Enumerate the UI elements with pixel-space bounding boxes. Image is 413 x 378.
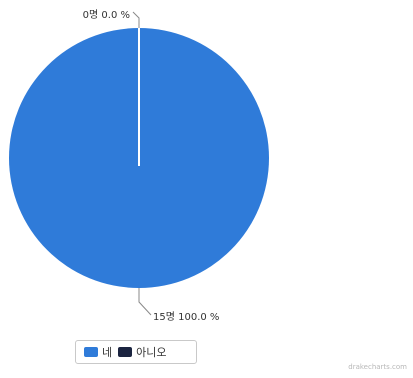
legend-item-no[interactable]: 아니오 — [118, 344, 167, 360]
legend-swatch-no — [118, 347, 133, 357]
leader-line-no — [132, 11, 140, 28]
data-label-no: 0명 0.0 % — [83, 9, 130, 21]
leader-line-yes — [138, 288, 152, 316]
legend-label-yes: 네 — [102, 346, 113, 359]
legend-label-no: 아니오 — [136, 346, 167, 359]
legend-item-yes[interactable]: 네 — [84, 344, 112, 360]
data-label-yes: 15명 100.0 % — [153, 311, 219, 323]
watermark-text: drakecharts.com — [348, 363, 407, 371]
chart-legend: 네 아니오 — [75, 340, 197, 364]
legend-swatch-yes — [84, 347, 98, 357]
